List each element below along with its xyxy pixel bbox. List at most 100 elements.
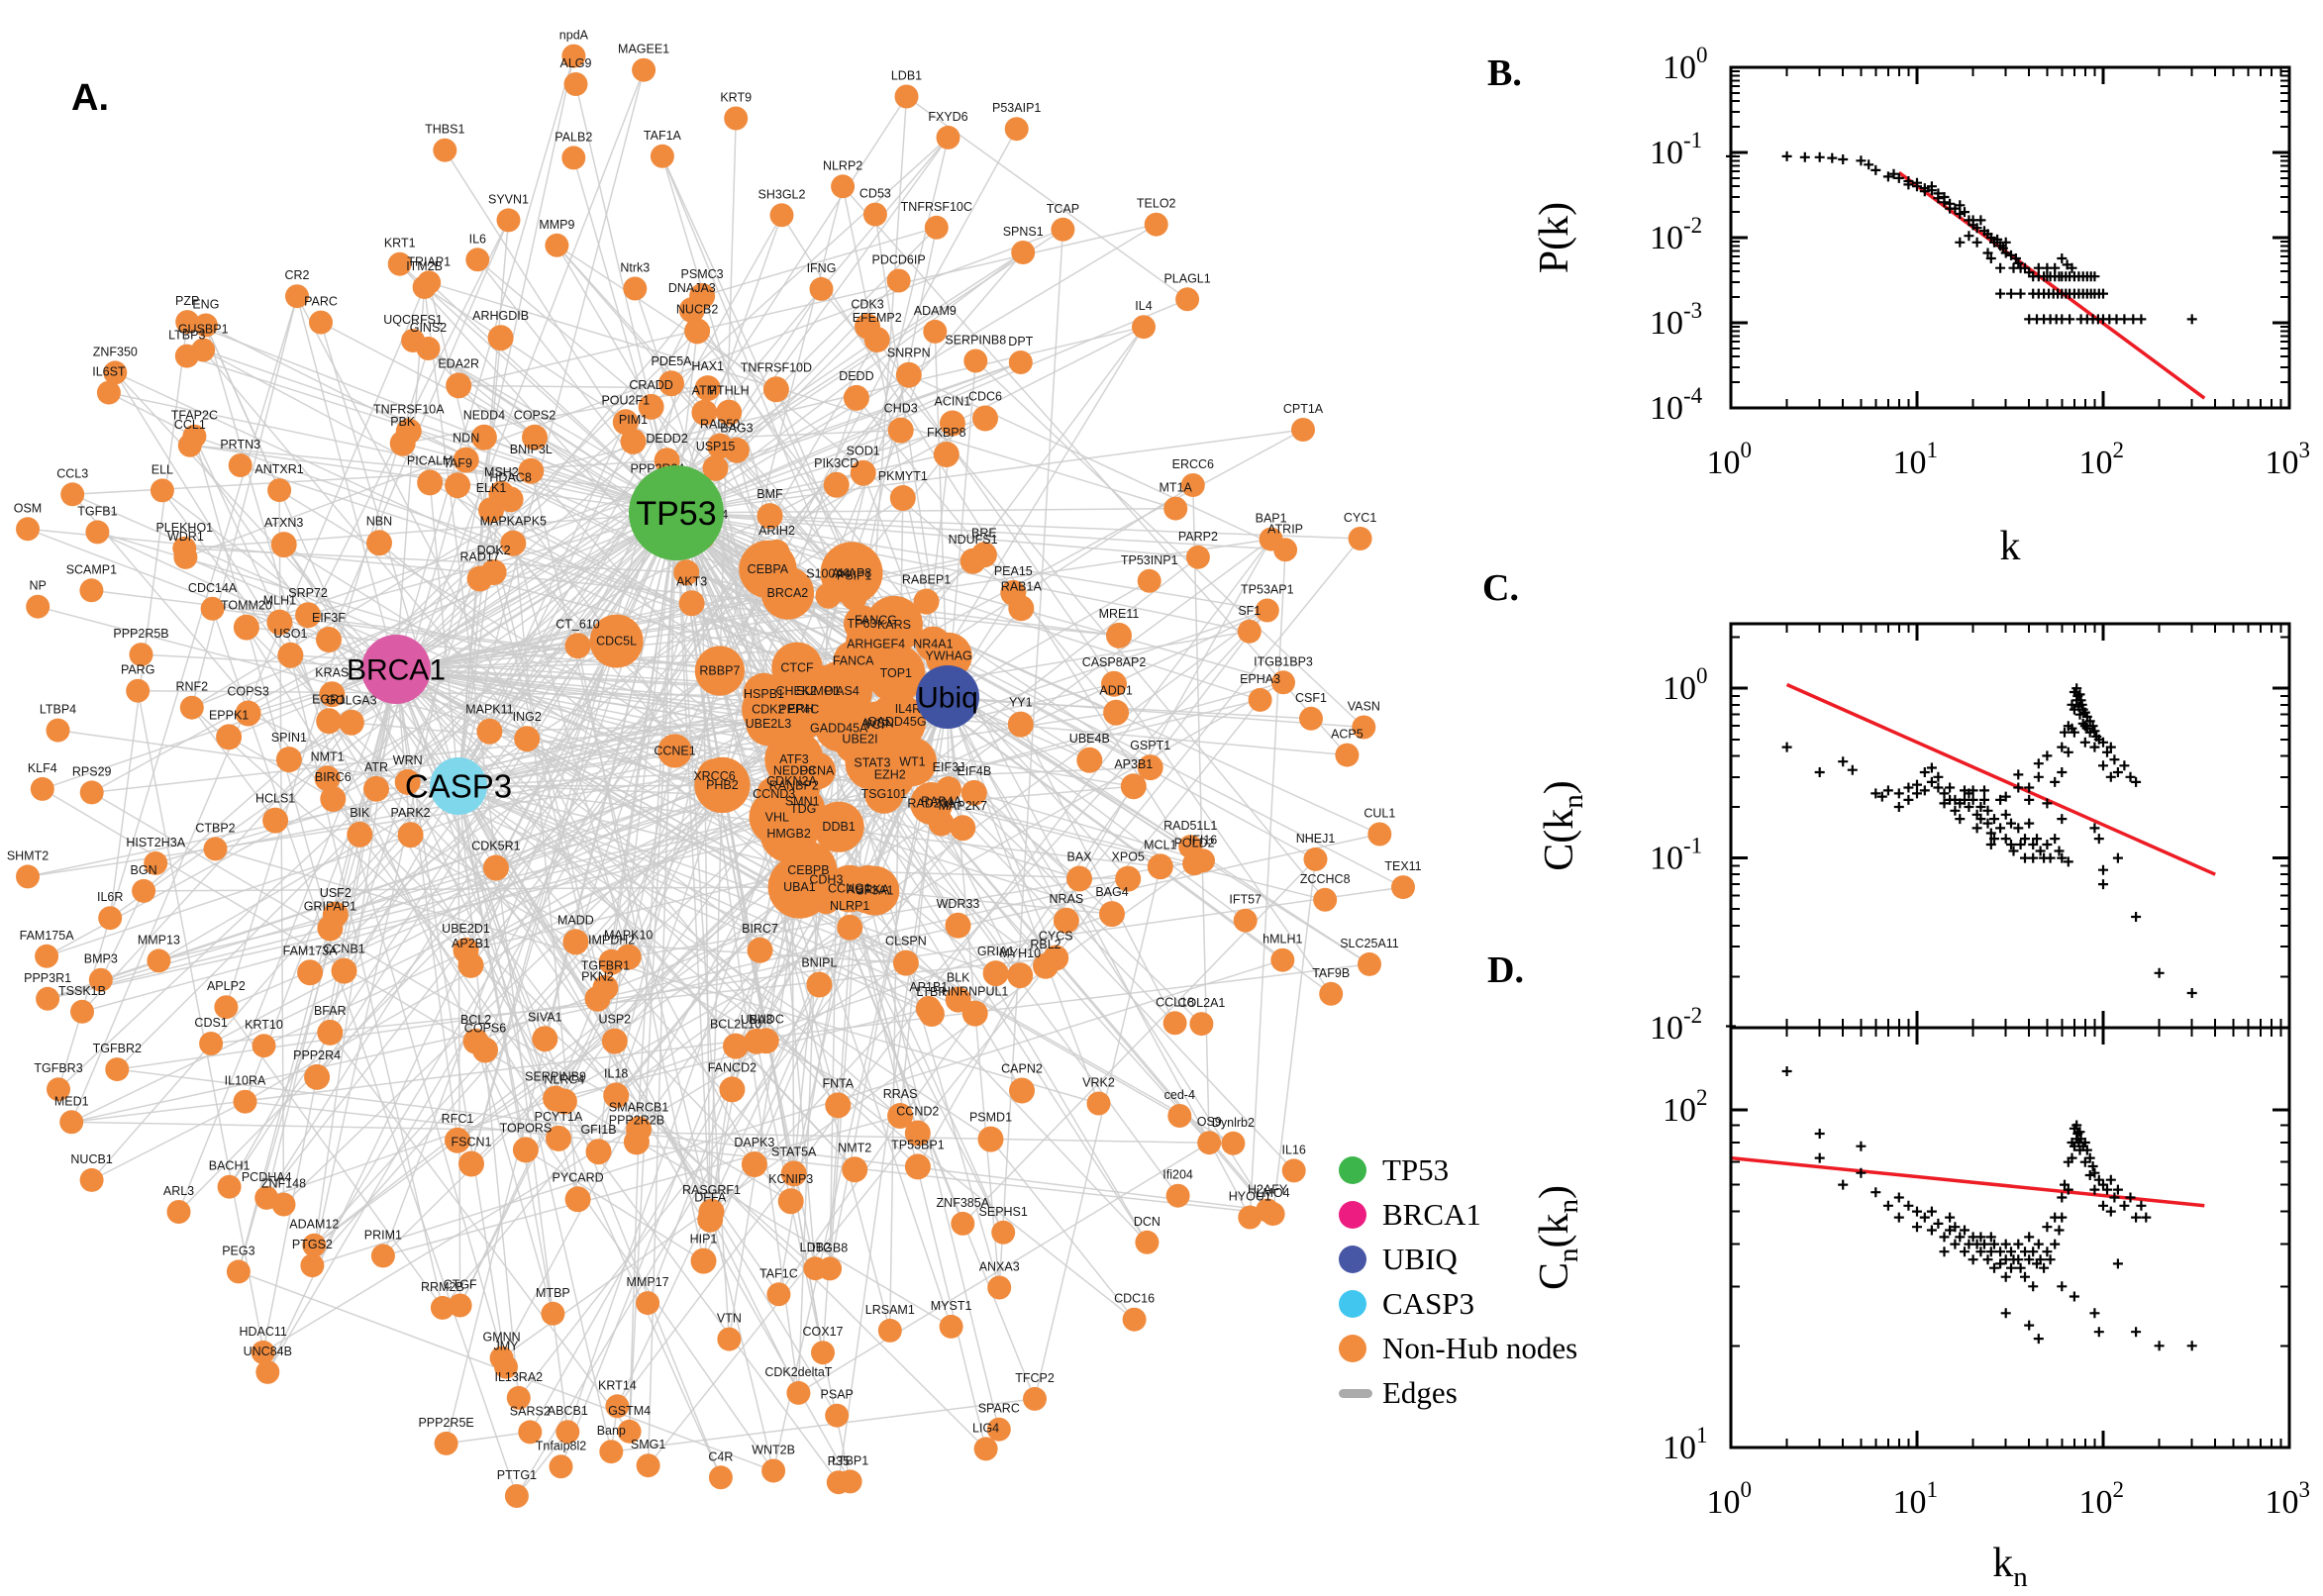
network-node-label: PDCD6IP xyxy=(872,253,926,267)
legend-item-casp3: CASP3 xyxy=(1339,1286,1577,1322)
network-node-label: PCNA xyxy=(800,764,835,778)
network-node-label: ZNF148 xyxy=(261,1177,306,1191)
network-node-label: SERPINB8 xyxy=(945,334,1006,348)
network-node-label: HIP1 xyxy=(690,1233,718,1247)
network-node-label: EGR1 xyxy=(312,692,346,706)
network-node-label: YWHAG xyxy=(925,649,971,663)
network-node-label: BAX xyxy=(1066,850,1092,864)
panel-a-label: A. xyxy=(71,77,109,119)
network-node xyxy=(522,424,548,450)
network-node-label: RRM2B xyxy=(421,1280,464,1294)
network-node-label: WNT2B xyxy=(752,1444,795,1457)
network-node-label: EDA2R xyxy=(438,356,479,370)
network-node xyxy=(105,1057,130,1082)
network-node xyxy=(913,588,940,615)
network-node-label: DAPK3 xyxy=(734,1136,774,1149)
network-node xyxy=(297,959,324,986)
network-node xyxy=(1135,1230,1160,1254)
network-node xyxy=(26,594,50,619)
network-node-label: KRT1 xyxy=(384,237,416,250)
network-node xyxy=(777,1188,804,1215)
legend-label: TP53 xyxy=(1382,1152,1450,1187)
network-node-label: CDC16 xyxy=(1114,1292,1155,1306)
network-node xyxy=(96,380,121,405)
network-node-label: C4R xyxy=(708,1449,733,1463)
network-node-label: TP63 xyxy=(848,617,877,631)
network-node-label: RPS29 xyxy=(72,764,112,778)
network-node-label: PPP2R2B xyxy=(609,1113,664,1127)
legend-item-tp53: TP53 xyxy=(1339,1152,1577,1188)
network-node-label: TFAP2C xyxy=(171,409,218,423)
legend-label: BRCA1 xyxy=(1382,1197,1481,1232)
network-node-label: PPP4C xyxy=(778,703,819,717)
network-node xyxy=(387,251,412,276)
network-node xyxy=(773,667,820,714)
network-node xyxy=(175,310,200,335)
network-node-label: COPS6 xyxy=(464,1022,506,1036)
network-node-label: IL4R xyxy=(895,702,921,716)
network-node xyxy=(615,944,642,970)
network-node xyxy=(1271,670,1295,695)
network-node xyxy=(1023,1386,1047,1411)
network-node-label: TFCP2 xyxy=(1015,1371,1055,1385)
network-node-label: RAB1A xyxy=(1001,579,1043,593)
network-node-label: HDAC8 xyxy=(489,470,531,484)
network-node-label: DOK2 xyxy=(477,544,511,557)
network-node xyxy=(877,1318,902,1343)
network-node xyxy=(850,865,900,916)
network-node xyxy=(866,644,926,703)
network-node-label: RAD51L1 xyxy=(1163,819,1217,833)
y-tick-label: 10-2 xyxy=(1650,213,1702,256)
network-node xyxy=(761,1458,786,1483)
network-node-label: FANCD2 xyxy=(708,1060,757,1074)
network-node-label: MSH2 xyxy=(484,465,519,479)
network-node-label: RASGRF1 xyxy=(682,1183,741,1197)
network-node-label: PBK xyxy=(390,415,416,429)
network-node xyxy=(1221,1131,1246,1155)
network-node xyxy=(251,1340,275,1364)
network-node-label: PYCARD xyxy=(553,1170,604,1184)
network-node xyxy=(302,1233,327,1257)
network-node xyxy=(177,433,202,457)
network-node xyxy=(617,1419,642,1444)
network-node-label: XPO5 xyxy=(1112,850,1145,864)
network-node xyxy=(991,1220,1016,1245)
network-node-label: PARP2 xyxy=(1178,530,1218,544)
network-node-label: RRAS xyxy=(883,1087,918,1101)
network-node xyxy=(203,837,228,861)
network-node xyxy=(16,864,40,889)
hub-label-tp53: TP53 xyxy=(636,495,716,533)
network-node-label: RBL2 xyxy=(1030,938,1060,951)
network-node xyxy=(174,344,199,368)
network-node-label: CDK2deltaT xyxy=(764,1365,832,1379)
network-node xyxy=(915,626,952,662)
network-node xyxy=(1043,945,1069,971)
network-node-label: PPP2R5E xyxy=(418,1416,473,1430)
network-node-label: POLD2 xyxy=(1174,836,1215,849)
legend-color-dot xyxy=(1339,1246,1366,1273)
network-node-label: LMO4 xyxy=(1257,1186,1290,1200)
network-node xyxy=(960,548,986,574)
network-node-label: PTGS2 xyxy=(292,1238,333,1251)
network-node-label: MADD xyxy=(557,913,594,927)
network-node xyxy=(389,430,416,456)
network-node-label: HNRNPUL1 xyxy=(942,985,1008,999)
network-node xyxy=(561,44,586,68)
network-node xyxy=(319,681,346,708)
network-node-label: IL6R xyxy=(97,890,123,904)
network-node-label: ATRIP xyxy=(1267,522,1303,536)
network-node-label: MED1 xyxy=(54,1094,89,1108)
network-node xyxy=(928,810,955,837)
scatter-points xyxy=(1726,683,2197,1032)
network-node xyxy=(430,1295,454,1320)
network-node-label: IFI16 xyxy=(1189,833,1218,847)
network-node-label: CD53 xyxy=(859,187,891,201)
network-node xyxy=(673,559,700,586)
network-node-label: TP53INP1 xyxy=(1121,553,1178,567)
network-node xyxy=(623,276,648,301)
network-node-label: POU2F1 xyxy=(601,393,650,407)
network-node-label: SCAMP1 xyxy=(66,562,117,576)
network-node-label: TDG xyxy=(790,802,816,816)
network-node-label: RAD17 xyxy=(459,550,499,564)
network-node xyxy=(470,424,497,450)
